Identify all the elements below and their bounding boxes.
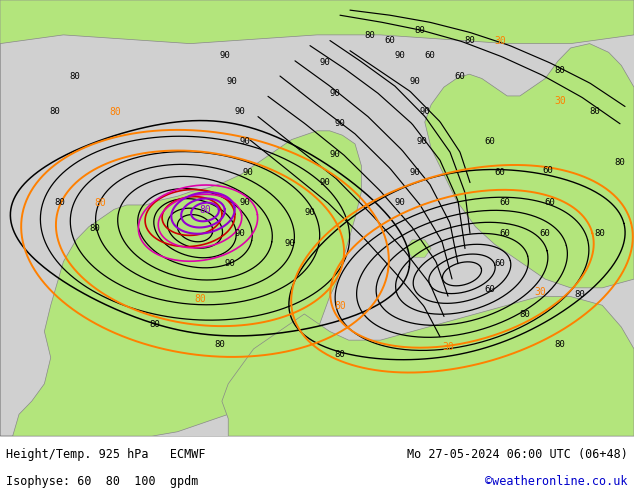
Text: 30: 30 bbox=[442, 342, 454, 352]
Text: 60: 60 bbox=[484, 138, 495, 147]
Text: 80: 80 bbox=[335, 350, 346, 360]
Text: 90: 90 bbox=[224, 259, 235, 268]
Text: 90: 90 bbox=[394, 198, 405, 207]
Text: 80: 80 bbox=[595, 229, 605, 238]
Text: 60: 60 bbox=[543, 166, 553, 175]
Text: 80: 80 bbox=[94, 198, 106, 208]
Text: 90: 90 bbox=[394, 51, 405, 60]
Text: 60: 60 bbox=[500, 198, 510, 207]
Text: 60: 60 bbox=[545, 198, 555, 207]
Polygon shape bbox=[0, 0, 361, 436]
Polygon shape bbox=[425, 44, 634, 288]
Text: 90: 90 bbox=[320, 178, 330, 187]
Text: 90: 90 bbox=[240, 198, 250, 207]
Text: 80: 80 bbox=[590, 107, 600, 116]
Text: 90: 90 bbox=[219, 51, 230, 60]
Text: 90: 90 bbox=[243, 168, 254, 177]
Text: 30: 30 bbox=[534, 287, 546, 297]
Text: 90: 90 bbox=[235, 107, 245, 116]
Text: 30: 30 bbox=[494, 36, 506, 46]
Text: Isophyse: 60  80  100  gpdm: Isophyse: 60 80 100 gpdm bbox=[6, 475, 198, 488]
Polygon shape bbox=[222, 296, 634, 436]
Text: 90: 90 bbox=[285, 239, 295, 248]
Text: 80: 80 bbox=[365, 31, 375, 40]
Text: 80: 80 bbox=[49, 107, 60, 116]
Text: 60: 60 bbox=[455, 72, 465, 80]
Text: 80: 80 bbox=[465, 36, 476, 45]
Text: 80: 80 bbox=[55, 198, 65, 207]
Text: 60: 60 bbox=[540, 229, 550, 238]
Text: 30: 30 bbox=[554, 97, 566, 106]
Text: Height/Temp. 925 hPa   ECMWF: Height/Temp. 925 hPa ECMWF bbox=[6, 448, 206, 461]
Text: 80: 80 bbox=[70, 72, 81, 80]
Text: 80: 80 bbox=[194, 294, 206, 304]
Text: 90: 90 bbox=[240, 138, 250, 147]
Text: 80: 80 bbox=[555, 341, 566, 349]
Text: 80: 80 bbox=[555, 67, 566, 75]
Text: 60: 60 bbox=[385, 36, 396, 45]
Text: 80: 80 bbox=[150, 320, 160, 329]
Text: 60: 60 bbox=[500, 229, 510, 238]
Text: 90: 90 bbox=[410, 76, 420, 86]
Text: 60: 60 bbox=[495, 259, 505, 268]
Text: 80: 80 bbox=[89, 224, 100, 233]
Text: 90: 90 bbox=[330, 149, 340, 159]
Text: 80: 80 bbox=[520, 310, 531, 319]
Text: 80: 80 bbox=[574, 290, 585, 298]
Text: 80: 80 bbox=[614, 158, 625, 167]
Text: 90: 90 bbox=[330, 89, 340, 98]
Text: 80: 80 bbox=[334, 301, 346, 311]
Text: 60: 60 bbox=[484, 285, 495, 294]
Text: 90: 90 bbox=[235, 229, 245, 238]
Text: 90: 90 bbox=[226, 76, 237, 86]
Text: ©weatheronline.co.uk: ©weatheronline.co.uk bbox=[485, 475, 628, 488]
Text: 80: 80 bbox=[415, 26, 425, 35]
Text: 80: 80 bbox=[215, 341, 225, 349]
Text: Mo 27-05-2024 06:00 UTC (06+48): Mo 27-05-2024 06:00 UTC (06+48) bbox=[407, 448, 628, 461]
Text: 90: 90 bbox=[335, 119, 346, 128]
Text: 90: 90 bbox=[320, 58, 330, 68]
Text: 60: 60 bbox=[495, 168, 505, 177]
Text: 90: 90 bbox=[410, 168, 420, 177]
Text: 60: 60 bbox=[425, 51, 436, 60]
Polygon shape bbox=[406, 240, 431, 257]
Text: 90: 90 bbox=[417, 138, 427, 147]
Text: 90: 90 bbox=[420, 107, 430, 116]
Text: 80: 80 bbox=[109, 106, 121, 117]
Text: 80: 80 bbox=[199, 205, 211, 215]
Text: 90: 90 bbox=[304, 208, 315, 218]
Polygon shape bbox=[0, 0, 634, 44]
